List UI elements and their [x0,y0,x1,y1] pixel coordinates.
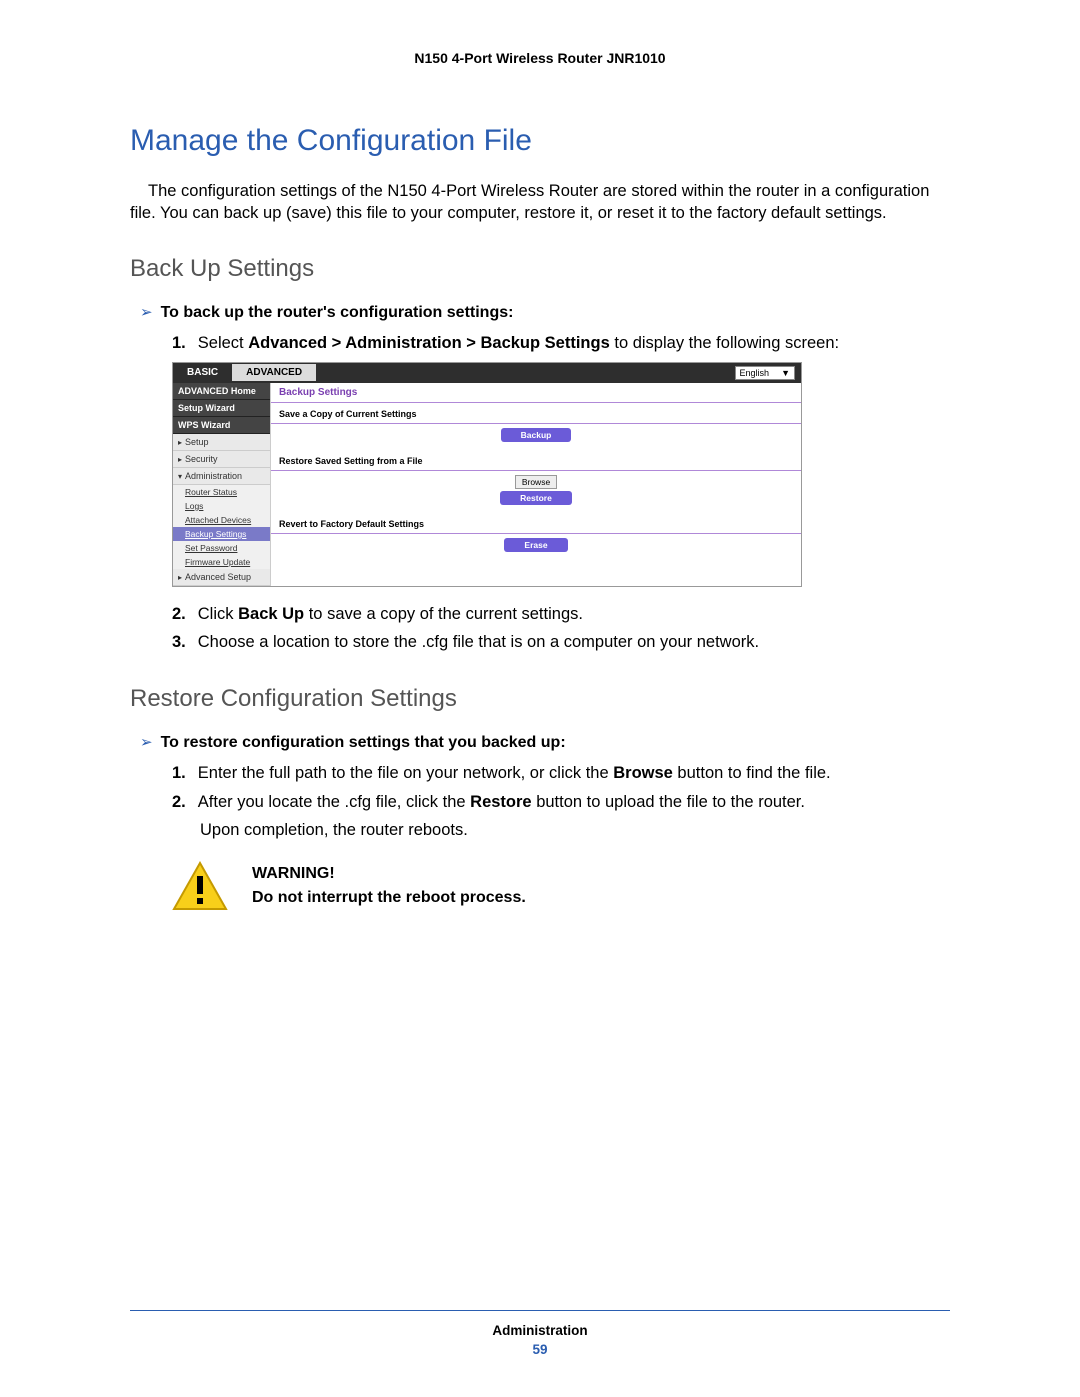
sidebar-sub-backup-settings[interactable]: Backup Settings [173,527,270,541]
sidebar-item-security[interactable]: Security [173,451,270,468]
text: to display the following screen: [610,334,839,352]
sidebar-sub-firmware[interactable]: Firmware Update [173,555,270,569]
sidebar-sub-logs[interactable]: Logs [173,499,270,513]
task-restore-text: To restore configuration settings that y… [161,734,566,752]
step-number: 2. [172,603,186,625]
tab-advanced[interactable]: ADVANCED [232,364,316,381]
sidebar-item-wps-wizard[interactable]: WPS Wizard [173,417,270,434]
text: After you locate the .cfg file, click th… [198,793,470,811]
bold-text: Browse [613,764,673,782]
heading-manage-config: Manage the Configuration File [130,124,950,158]
intro-paragraph: The configuration settings of the N150 4… [130,180,950,225]
main-panel: Backup Settings Save a Copy of Current S… [271,383,801,586]
language-select[interactable]: English ▼ [735,366,795,380]
backup-step-2: 2. Click Back Up to save a copy of the c… [130,603,950,625]
text: Select [198,334,248,352]
panel-title: Backup Settings [271,383,801,403]
warning-body: Do not interrupt the reboot process. [252,886,526,910]
sidebar-item-setup-wizard[interactable]: Setup Wizard [173,400,270,417]
arrow-icon: ➢ [140,733,153,751]
text: Click [198,605,238,623]
bold-text: Back Up [238,605,304,623]
language-label: English [740,368,770,378]
router-screenshot: BASIC ADVANCED English ▼ ADVANCED Home Se… [172,362,802,587]
sidebar-item-advanced-setup[interactable]: Advanced Setup [173,569,270,586]
sidebar-item-setup[interactable]: Setup [173,434,270,451]
backup-step-3: 3. Choose a location to store the .cfg f… [130,631,950,653]
step-number: 1. [172,762,186,784]
erase-button[interactable]: Erase [504,538,567,552]
restore-button[interactable]: Restore [500,491,572,505]
revert-section-label: Revert to Factory Default Settings [271,513,801,534]
step-body: Choose a location to store the .cfg file… [198,631,950,653]
heading-backup-settings: Back Up Settings [130,255,950,283]
step-body: Enter the full path to the file on your … [198,762,950,784]
page-footer: Administration 59 [130,1310,950,1357]
save-section-label: Save a Copy of Current Settings [271,403,801,424]
browse-button[interactable]: Browse [515,475,557,489]
chevron-down-icon: ▼ [781,368,790,378]
footer-section: Administration [130,1323,950,1338]
page-header-title: N150 4-Port Wireless Router JNR1010 [130,50,950,66]
sidebar-sub-attached[interactable]: Attached Devices [173,513,270,527]
step-number: 1. [172,332,186,354]
text: button to upload the file to the router. [532,793,805,811]
warning-text: WARNING! Do not interrupt the reboot pro… [252,862,526,910]
task-restore: ➢ To restore configuration settings that… [130,733,950,752]
tab-basic[interactable]: BASIC [173,364,232,381]
warning-icon [172,861,228,911]
bold-text: Restore [470,793,531,811]
backup-button[interactable]: Backup [501,428,572,442]
task-backup: ➢ To back up the router's configuration … [130,303,950,322]
tab-bar: BASIC ADVANCED English ▼ [173,363,801,383]
restore-section-label: Restore Saved Setting from a File [271,450,801,471]
step-body: Click Back Up to save a copy of the curr… [198,603,950,625]
heading-restore-config: Restore Configuration Settings [130,685,950,713]
step-body: Select Advanced > Administration > Backu… [198,332,950,354]
text: to save a copy of the current settings. [304,605,583,623]
text: button to find the file. [673,764,831,782]
bold-text: Advanced > Administration > Backup Setti… [248,334,610,352]
step-number: 2. [172,791,186,813]
step-number: 3. [172,631,186,653]
sidebar-item-advanced-home[interactable]: ADVANCED Home [173,383,270,400]
task-backup-text: To back up the router's configuration se… [161,304,514,322]
sidebar-sub-set-password[interactable]: Set Password [173,541,270,555]
restore-step-2-sub: Upon completion, the router reboots. [130,819,950,841]
step-body: After you locate the .cfg file, click th… [198,791,950,813]
sidebar-item-administration[interactable]: Administration [173,468,270,485]
warning-title: WARNING! [252,862,526,886]
arrow-icon: ➢ [140,303,153,321]
backup-step-1: 1. Select Advanced > Administration > Ba… [130,332,950,354]
warning-block: WARNING! Do not interrupt the reboot pro… [172,861,950,911]
footer-page-number: 59 [130,1342,950,1357]
sidebar: ADVANCED Home Setup Wizard WPS Wizard Se… [173,383,271,586]
restore-step-2: 2. After you locate the .cfg file, click… [130,791,950,813]
restore-step-1: 1. Enter the full path to the file on yo… [130,762,950,784]
sidebar-sub-router-status[interactable]: Router Status [173,485,270,499]
text: Enter the full path to the file on your … [198,764,613,782]
